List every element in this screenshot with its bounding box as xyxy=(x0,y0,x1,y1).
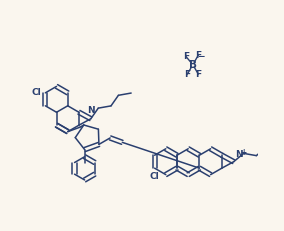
Text: N: N xyxy=(235,150,243,159)
Text: F: F xyxy=(195,70,201,79)
Text: +: + xyxy=(241,148,247,157)
Text: F: F xyxy=(195,51,201,60)
Text: F: F xyxy=(184,70,190,79)
Text: N: N xyxy=(87,106,95,115)
Text: Cl: Cl xyxy=(32,88,41,97)
Text: Cl: Cl xyxy=(150,172,160,181)
Text: B: B xyxy=(189,60,197,70)
Text: F: F xyxy=(183,52,189,61)
Text: −: − xyxy=(197,52,204,61)
